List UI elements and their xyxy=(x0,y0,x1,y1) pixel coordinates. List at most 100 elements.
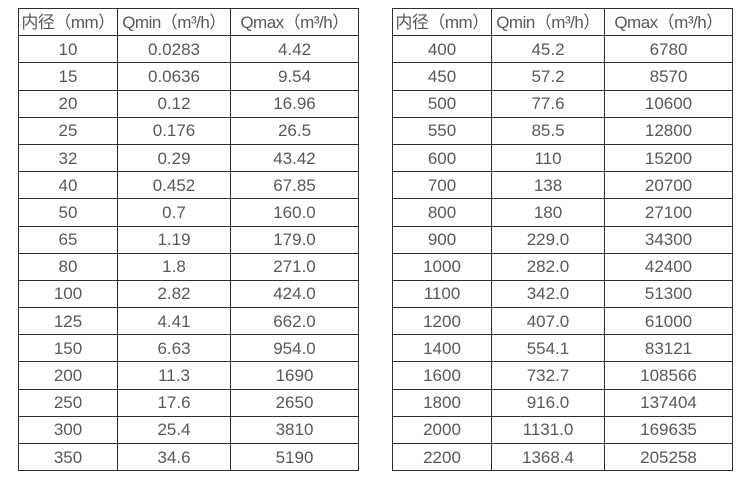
cell-qmax: 12800 xyxy=(604,116,733,145)
flow-table-small-diameters: 内径（mm） Qmin（m³/h） Qmax（m³/h） 10 0.0283 4.4… xyxy=(18,7,359,472)
cell-qmax: 271.0 xyxy=(230,252,359,281)
cell-qmin: 45.2 xyxy=(491,35,605,64)
cell-qmin: 916.0 xyxy=(491,388,605,417)
cell-inner-diameter: 80 xyxy=(18,252,118,281)
table-row: 40 0.452 67.85 xyxy=(18,171,359,200)
cell-qmin: 229.0 xyxy=(491,225,605,254)
cell-inner-diameter: 50 xyxy=(18,198,118,227)
table-row: 1200 407.0 61000 xyxy=(392,307,733,336)
table-row: 600 110 15200 xyxy=(392,143,733,173)
cell-qmax: 954.0 xyxy=(230,334,359,363)
cell-qmax: 16.96 xyxy=(230,89,359,118)
cell-inner-diameter: 400 xyxy=(392,35,492,64)
table-row: 350 34.6 5190 xyxy=(18,442,359,472)
column-header-inner-diameter: 内径（mm） xyxy=(18,7,118,37)
cell-qmin: 1131.0 xyxy=(491,415,605,445)
cell-qmin: 138 xyxy=(491,171,605,200)
cell-qmin: 0.7 xyxy=(117,198,231,227)
cell-qmin: 1368.4 xyxy=(491,442,605,472)
cell-qmin: 0.176 xyxy=(117,116,231,145)
table-row: 1800 916.0 137404 xyxy=(392,388,733,417)
cell-qmin: 407.0 xyxy=(491,307,605,336)
cell-inner-diameter: 1400 xyxy=(392,334,492,363)
cell-qmax: 6780 xyxy=(604,35,733,64)
cell-qmax: 8570 xyxy=(604,62,733,91)
cell-inner-diameter: 800 xyxy=(392,198,492,227)
cell-qmin: 17.6 xyxy=(117,388,231,417)
cell-qmax: 424.0 xyxy=(230,279,359,309)
table-row: 550 85.5 12800 xyxy=(392,116,733,145)
table-row: 200 11.3 1690 xyxy=(18,361,359,390)
cell-inner-diameter: 2000 xyxy=(392,415,492,445)
cell-qmin: 6.63 xyxy=(117,334,231,363)
cell-inner-diameter: 350 xyxy=(18,442,118,472)
cell-qmax: 5190 xyxy=(230,442,359,472)
cell-qmax: 169635 xyxy=(604,415,733,445)
column-header-qmin: Qmin（m³/h） xyxy=(491,7,605,37)
cell-inner-diameter: 20 xyxy=(18,89,118,118)
cell-qmax: 15200 xyxy=(604,143,733,173)
cell-inner-diameter: 65 xyxy=(18,225,118,254)
cell-qmax: 20700 xyxy=(604,171,733,200)
table-row: 400 45.2 6780 xyxy=(392,35,733,64)
cell-inner-diameter: 125 xyxy=(18,307,118,336)
cell-qmax: 3810 xyxy=(230,415,359,445)
cell-inner-diameter: 15 xyxy=(18,62,118,91)
cell-qmax: 42400 xyxy=(604,252,733,281)
cell-inner-diameter: 25 xyxy=(18,116,118,145)
cell-qmax: 67.85 xyxy=(230,171,359,200)
cell-qmax: 61000 xyxy=(604,307,733,336)
cell-qmin: 57.2 xyxy=(491,62,605,91)
cell-inner-diameter: 550 xyxy=(392,116,492,145)
cell-qmin: 0.0636 xyxy=(117,62,231,91)
cell-qmax: 43.42 xyxy=(230,143,359,173)
table-row: 450 57.2 8570 xyxy=(392,62,733,91)
column-header-inner-diameter: 内径（mm） xyxy=(392,7,492,37)
table-row: 1600 732.7 108566 xyxy=(392,361,733,390)
column-header-qmax: Qmax（m³/h） xyxy=(230,7,359,37)
cell-inner-diameter: 700 xyxy=(392,171,492,200)
cell-inner-diameter: 1000 xyxy=(392,252,492,281)
cell-inner-diameter: 200 xyxy=(18,361,118,390)
cell-qmax: 27100 xyxy=(604,198,733,227)
cell-qmax: 2650 xyxy=(230,388,359,417)
cell-qmin: 342.0 xyxy=(491,279,605,309)
cell-qmax: 137404 xyxy=(604,388,733,417)
cell-inner-diameter: 1100 xyxy=(392,279,492,309)
cell-qmax: 160.0 xyxy=(230,198,359,227)
cell-qmax: 83121 xyxy=(604,334,733,363)
cell-qmin: 1.8 xyxy=(117,252,231,281)
table-row: 125 4.41 662.0 xyxy=(18,307,359,336)
cell-inner-diameter: 32 xyxy=(18,143,118,173)
cell-inner-diameter: 100 xyxy=(18,279,118,309)
table-row: 50 0.7 160.0 xyxy=(18,198,359,227)
column-header-qmax: Qmax（m³/h） xyxy=(604,7,733,37)
cell-inner-diameter: 150 xyxy=(18,334,118,363)
table-row: 1100 342.0 51300 xyxy=(392,279,733,309)
table-row: 250 17.6 2650 xyxy=(18,388,359,417)
table-header-row: 内径（mm） Qmin（m³/h） Qmax（m³/h） xyxy=(392,7,733,37)
table-row: 2200 1368.4 205258 xyxy=(392,442,733,472)
cell-inner-diameter: 1600 xyxy=(392,361,492,390)
cell-inner-diameter: 600 xyxy=(392,143,492,173)
cell-inner-diameter: 900 xyxy=(392,225,492,254)
table-row: 300 25.4 3810 xyxy=(18,415,359,445)
table-header-row: 内径（mm） Qmin（m³/h） Qmax（m³/h） xyxy=(18,7,359,37)
table-row: 100 2.82 424.0 xyxy=(18,279,359,309)
cell-qmax: 9.54 xyxy=(230,62,359,91)
cell-qmax: 205258 xyxy=(604,442,733,472)
table-row: 800 180 27100 xyxy=(392,198,733,227)
cell-qmin: 34.6 xyxy=(117,442,231,472)
cell-qmax: 1690 xyxy=(230,361,359,390)
cell-inner-diameter: 450 xyxy=(392,62,492,91)
cell-qmin: 0.29 xyxy=(117,143,231,173)
table-row: 500 77.6 10600 xyxy=(392,89,733,118)
cell-qmax: 51300 xyxy=(604,279,733,309)
table-row: 1400 554.1 83121 xyxy=(392,334,733,363)
cell-qmin: 11.3 xyxy=(117,361,231,390)
cell-qmax: 4.42 xyxy=(230,35,359,64)
cell-inner-diameter: 40 xyxy=(18,171,118,200)
cell-inner-diameter: 1800 xyxy=(392,388,492,417)
column-header-qmin: Qmin（m³/h） xyxy=(117,7,231,37)
